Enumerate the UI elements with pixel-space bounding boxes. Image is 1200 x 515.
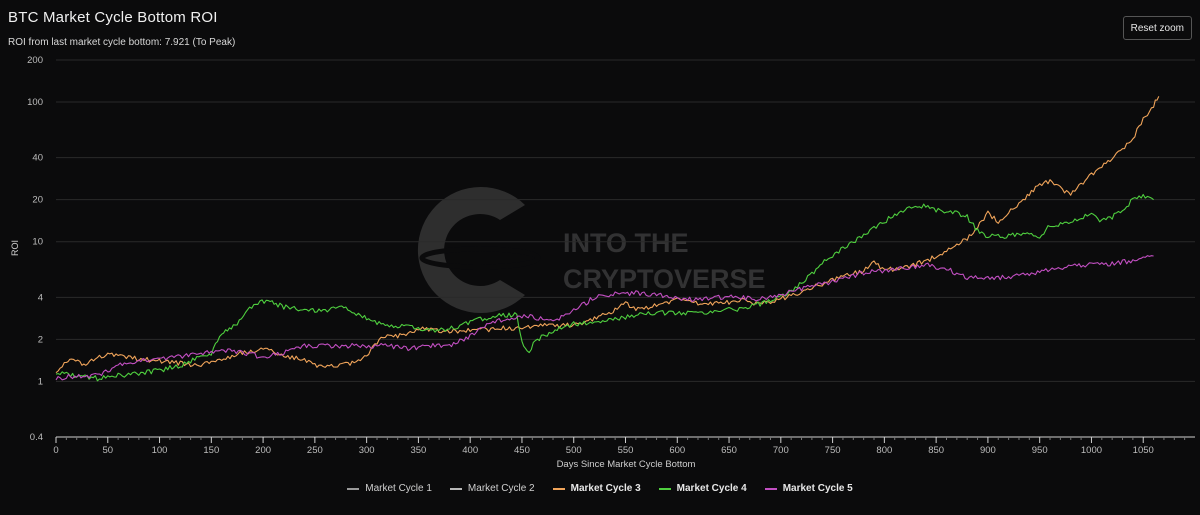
watermark-logo: INTO THE CRYPTOVERSE xyxy=(417,187,766,313)
y-tick-label: 10 xyxy=(32,237,43,248)
y-tick-label: 1 xyxy=(38,376,43,387)
chart-title: BTC Market Cycle Bottom ROI xyxy=(8,9,218,26)
legend-item-cycle2[interactable]: Market Cycle 2 xyxy=(449,483,535,494)
x-tick-label: 1000 xyxy=(1081,445,1102,456)
x-tick-label: 50 xyxy=(102,445,113,456)
y-axis: 0.4 1 2 4 10 20 40 100 200 xyxy=(27,55,43,443)
chart-legend: Market Cycle 1 Market Cycle 2 Market Cycle… xyxy=(0,483,1200,494)
x-tick-label: 600 xyxy=(669,445,685,456)
x-tick-label: 200 xyxy=(255,445,271,456)
legend-swatch xyxy=(552,487,565,490)
x-tick-label: 550 xyxy=(618,445,634,456)
x-tick-label: 850 xyxy=(928,445,944,456)
watermark-line1: INTO THE xyxy=(563,228,689,258)
legend-label: Market Cycle 2 xyxy=(467,483,535,494)
y-tick-label: 20 xyxy=(32,195,43,206)
plot-area xyxy=(55,96,1160,382)
x-tick-label: 150 xyxy=(203,445,219,456)
legend-label: Market Cycle 3 xyxy=(570,483,641,494)
watermark-c-icon xyxy=(417,187,525,313)
x-tick-label: 100 xyxy=(152,445,168,456)
legend-label: Market Cycle 5 xyxy=(782,483,853,494)
legend-item-cycle1[interactable]: Market Cycle 1 xyxy=(347,483,432,494)
watermark-ring-icon xyxy=(419,246,541,270)
x-axis-label: Days Since Market Cycle Bottom xyxy=(557,459,696,470)
x-tick-label: 300 xyxy=(359,445,375,456)
series-line-cycle5[interactable] xyxy=(55,255,1154,381)
reset-zoom-button[interactable]: Reset zoom xyxy=(1122,16,1192,40)
y-tick-label: 0.4 xyxy=(30,432,43,443)
chart-subtitle: ROI from last market cycle bottom: 7.921… xyxy=(8,37,236,48)
y-tick-label: 40 xyxy=(32,153,43,164)
x-axis: 0 50 100 150 200 250 300 350 400 450 500 550 600 650 7… xyxy=(53,436,1195,456)
legend-swatch xyxy=(347,487,360,490)
legend-swatch xyxy=(658,487,671,490)
x-tick-label: 700 xyxy=(773,445,789,456)
x-tick-label: 1050 xyxy=(1133,445,1154,456)
y-tick-label: 200 xyxy=(27,55,43,66)
legend-swatch xyxy=(764,487,777,490)
legend-label: Market Cycle 4 xyxy=(676,483,747,494)
x-tick-label: 750 xyxy=(825,445,841,456)
legend-label: Market Cycle 1 xyxy=(365,483,432,494)
x-tick-label: 650 xyxy=(721,445,737,456)
x-tick-label: 500 xyxy=(566,445,582,456)
x-tick-label: 450 xyxy=(514,445,530,456)
legend-item-cycle3[interactable]: Market Cycle 3 xyxy=(552,483,641,494)
y-axis-label: ROI xyxy=(10,240,20,256)
x-tick-label: 900 xyxy=(980,445,996,456)
y-tick-label: 100 xyxy=(27,97,43,108)
legend-item-cycle5[interactable]: Market Cycle 5 xyxy=(764,483,853,494)
x-tick-label: 350 xyxy=(410,445,426,456)
legend-swatch xyxy=(449,487,462,490)
legend-item-cycle4[interactable]: Market Cycle 4 xyxy=(658,483,747,494)
x-tick-label: 950 xyxy=(1032,445,1048,456)
y-tick-label: 2 xyxy=(38,334,43,345)
y-tick-label: 4 xyxy=(38,292,43,303)
x-tick-label: 800 xyxy=(876,445,892,456)
watermark-line2: CRYPTOVERSE xyxy=(563,264,766,294)
x-tick-label: 250 xyxy=(307,445,323,456)
x-tick-label: 0 xyxy=(53,445,58,456)
x-tick-label: 400 xyxy=(462,445,478,456)
series-line-cycle4[interactable] xyxy=(55,193,1154,382)
